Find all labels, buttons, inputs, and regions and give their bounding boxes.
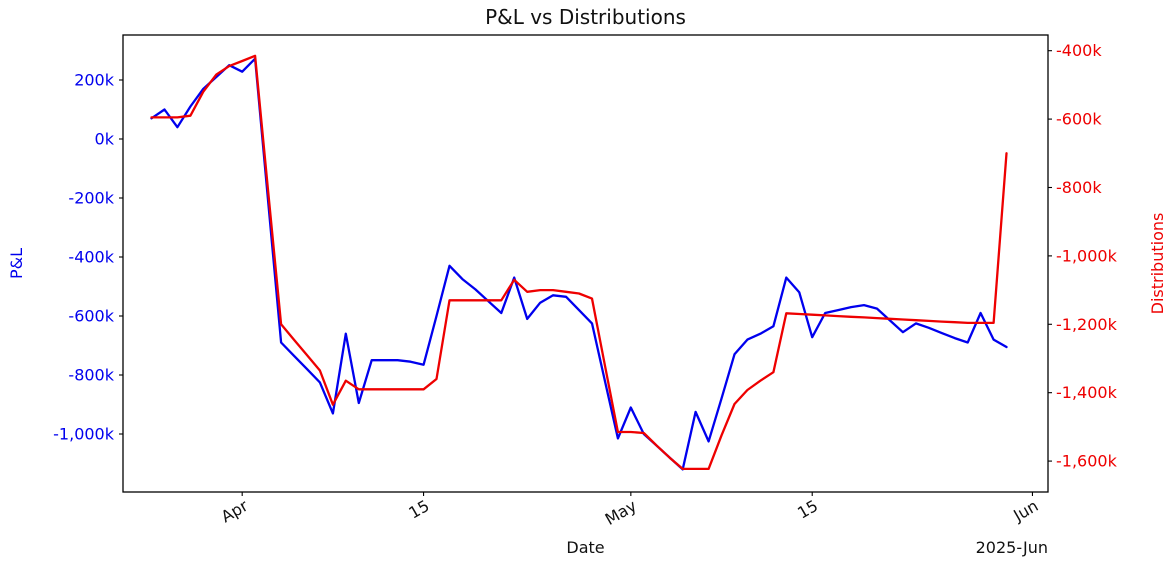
y-right-tick-label: -400k (1056, 41, 1102, 60)
y-left-tick-label: 0k (95, 129, 115, 148)
x-axis-label: Date (566, 538, 604, 557)
y-left-tick-label: -1,000k (53, 425, 115, 444)
pnl-line (150, 57, 1008, 471)
y-left-tick-label: -800k (68, 365, 114, 384)
x-tick-label: 15 (405, 496, 432, 523)
chart-title: P&L vs Distributions (485, 5, 686, 29)
y-right-tick-label: -600k (1056, 110, 1102, 129)
distributions-line (150, 54, 1008, 471)
x-tick-label: Apr (218, 496, 252, 527)
y-right-tick-label: -1,600k (1056, 452, 1118, 471)
y-right-tick-label: -1,400k (1056, 383, 1118, 402)
y-right-tick-label: -800k (1056, 178, 1102, 197)
y-left-axis-label: P&L (7, 248, 26, 279)
y-left-tick-label: -400k (68, 247, 114, 266)
plot-border (122, 34, 1049, 493)
y-right-axis-label: Distributions (1148, 213, 1167, 315)
y-left-tick-label: 200k (74, 70, 115, 89)
y-right-tick-label: -1,000k (1056, 246, 1118, 265)
x-tick-label: May (602, 496, 640, 529)
x-axis-offset-label: 2025-Jun (976, 538, 1048, 557)
y-left-tick-label: -200k (68, 188, 114, 207)
x-tick-label: 15 (794, 496, 821, 523)
x-tick-label: Jun (1009, 496, 1041, 525)
y-left-tick-label: -600k (68, 306, 114, 325)
y-right-tick-label: -1,200k (1056, 315, 1118, 334)
